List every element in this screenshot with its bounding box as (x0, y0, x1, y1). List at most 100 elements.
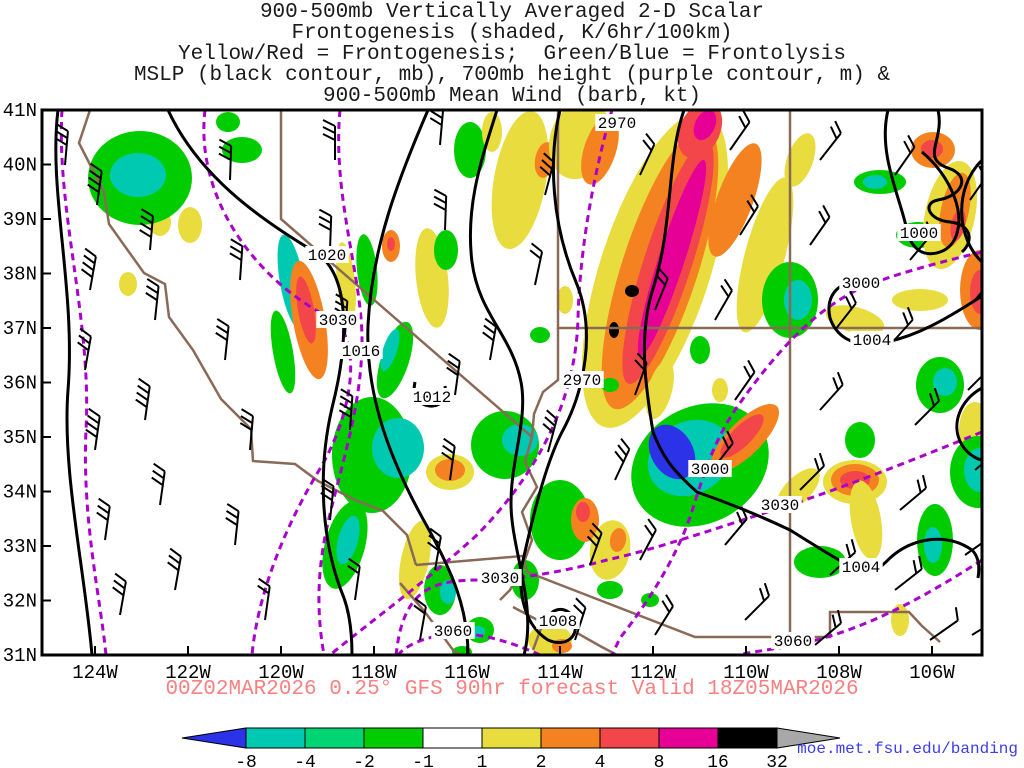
shaded-region (435, 459, 465, 481)
shaded-region (690, 336, 710, 364)
title-line-5: 900-500mb Mean Wind (barb, kt) (322, 85, 702, 108)
shaded-region (845, 422, 875, 458)
colorbar-segment (481, 727, 542, 749)
shaded-region (892, 289, 948, 311)
contour-label: 1016 (342, 343, 380, 361)
x-axis-label: 112W (630, 662, 676, 684)
x-axis-label: 118W (351, 662, 397, 684)
contour-label: 3030 (761, 497, 799, 515)
colorbar-tick-label: -1 (412, 753, 434, 768)
shaded-region (216, 112, 240, 132)
wind-barb (87, 162, 103, 206)
shaded-region (296, 276, 316, 344)
contour-label: 3060 (434, 623, 472, 641)
height-contour (202, 110, 353, 655)
mslp-contour (54, 110, 94, 655)
x-axis-label: 110W (723, 662, 769, 684)
y-axis-label: 39N (3, 209, 37, 231)
colorbar-segment (245, 727, 306, 749)
title-line-1: 900-500mb Vertically Averaged 2-D Scalar (259, 1, 765, 24)
x-axis-label: 124W (72, 662, 118, 684)
shaded-region (601, 378, 619, 392)
height-contour (394, 430, 982, 655)
height-contour (396, 632, 541, 655)
contour-label: 1008 (539, 613, 577, 631)
shading-layer (88, 110, 982, 655)
shaded-region (924, 527, 942, 563)
colorbar-left-arrow (181, 727, 247, 749)
y-axis-label: 31N (3, 645, 37, 667)
shaded-region (530, 480, 590, 560)
wind-barb (54, 123, 69, 166)
wind-barb (239, 408, 254, 451)
wind-barb (446, 352, 461, 396)
wind-barb (639, 518, 657, 561)
colorbar-segment (658, 727, 719, 749)
wind-barb (529, 242, 544, 286)
colorbar-tick-label: 4 (595, 753, 606, 768)
shaded-region (891, 604, 909, 636)
x-axis-label: 114W (537, 662, 583, 684)
wind-barb (974, 261, 982, 301)
wind-barb (654, 594, 674, 636)
shaded-region (849, 480, 883, 560)
shaded-region (794, 546, 846, 578)
wind-barb (819, 371, 844, 411)
wind-barb (96, 497, 111, 541)
wind-barb (729, 110, 751, 151)
contour-label: 3000 (691, 461, 729, 479)
wind-barb (427, 527, 442, 571)
wind-barb (167, 547, 182, 591)
wind-barb (151, 462, 166, 506)
wind-barb (433, 188, 448, 231)
state-border (77, 110, 418, 566)
wind-barb (734, 359, 756, 401)
wind-barb (135, 377, 151, 421)
wind-barb (809, 204, 831, 246)
mslp-contour (468, 110, 530, 655)
contour-label: 1004 (853, 332, 891, 350)
contour-label-box (850, 331, 894, 348)
wind-barb (969, 159, 982, 201)
contour-label: 3060 (774, 633, 812, 651)
contour-label: 2970 (598, 115, 636, 133)
wind-barb (318, 208, 333, 251)
credit-link[interactable]: moe.met.fsu.edu/banding (797, 740, 1018, 758)
y-axis-label: 36N (3, 373, 37, 395)
shaded-region (712, 378, 728, 402)
shaded-region (863, 175, 887, 189)
wind-barb (834, 290, 857, 331)
shaded-region (530, 327, 550, 343)
contour-label-box (771, 632, 815, 649)
colorbar-tick-label: -4 (294, 753, 316, 768)
wind-barb (971, 603, 982, 636)
contour-label-box (839, 274, 883, 291)
contour-label: 1000 (900, 225, 938, 243)
wind-barb (77, 327, 92, 371)
shaded-region (609, 322, 619, 338)
title-line-3: Yellow/Red = Frontogenesis; Green/Blue =… (178, 43, 846, 66)
colorbar-segment (717, 727, 778, 749)
contour-label-box (758, 496, 802, 513)
shaded-region (609, 528, 627, 552)
x-axis-label: 116W (444, 662, 490, 684)
wind-barb (482, 317, 497, 361)
contour-label-box (839, 558, 883, 575)
colorbar-tick-label: 2 (536, 753, 547, 768)
contour-label-box (410, 388, 454, 405)
wind-barb (539, 152, 555, 196)
contour-label-box (897, 224, 941, 241)
colorbar-segment (422, 727, 483, 749)
shaded-region (119, 272, 137, 296)
wind-barb (714, 278, 733, 321)
contour-label: 3000 (842, 275, 880, 293)
contour-label-box (339, 342, 383, 359)
mslp-contour (960, 158, 982, 264)
wind-barb (799, 452, 825, 491)
mslp-contour (927, 110, 971, 254)
wind-barb (429, 110, 444, 146)
wind-barb (724, 506, 748, 546)
y-axis-label: 40N (3, 155, 37, 177)
y-axis-label: 35N (3, 427, 37, 449)
contour-label-box (305, 246, 349, 263)
